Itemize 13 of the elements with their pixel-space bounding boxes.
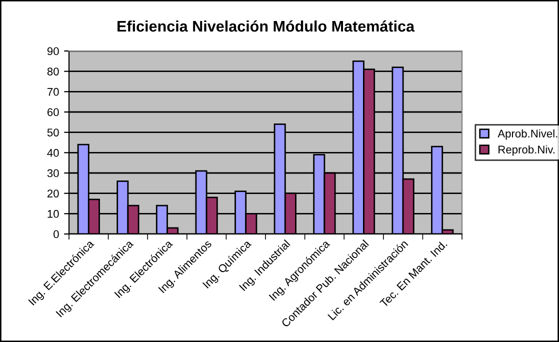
y-tick-label: 70 bbox=[47, 88, 59, 96]
legend-label: Reprob.Niv. bbox=[498, 145, 554, 156]
y-tick-label: 50 bbox=[47, 128, 59, 136]
y-tick-label: 40 bbox=[47, 148, 59, 157]
chart-title: Eficiencia Nivelación Módulo Matemática bbox=[118, 20, 415, 32]
y-tick-label: 80 bbox=[47, 68, 59, 76]
y-tick-label: 20 bbox=[47, 190, 59, 198]
y-tick-label: 90 bbox=[47, 47, 59, 56]
y-tick-label: 0 bbox=[54, 230, 59, 238]
y-tick-label: 60 bbox=[47, 108, 59, 116]
y-tick-label: 30 bbox=[47, 169, 59, 178]
y-tick-label: 10 bbox=[48, 210, 59, 218]
legend-label: Aprob.Nivel. bbox=[498, 129, 558, 140]
